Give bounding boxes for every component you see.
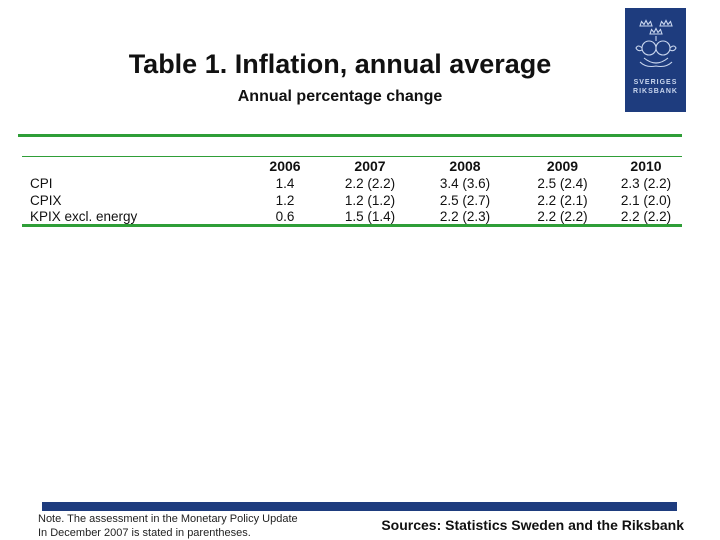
table-row-cpi: CPI 1.4 2.2 (2.2) 3.4 (3.6) 2.5 (2.4) 2.…: [22, 175, 682, 192]
top-divider-rule: [18, 134, 682, 137]
col-header-2006: 2006: [269, 157, 301, 174]
cell-kpix-2009: 2.2 (2.2): [537, 208, 588, 224]
title-block: Table 1. Inflation, annual average Annua…: [0, 48, 680, 106]
logo-wordmark: SVERIGES RIKSBANK: [633, 78, 678, 96]
table-header-row: 2006 2007 2008 2009 2010: [22, 157, 682, 175]
cell-cpi-2009: 2.5 (2.4): [537, 175, 588, 191]
cell-cpix-2007: 1.2 (1.2): [344, 192, 396, 208]
col-header-2009: 2009: [546, 157, 579, 174]
logo-line-1: SVERIGES: [633, 79, 678, 86]
col-header-2007: 2007: [354, 157, 386, 174]
page-subtitle: Annual percentage change: [237, 88, 443, 105]
cell-cpix-2010: 2.1 (2.0): [620, 192, 672, 208]
footer-note: Note. The assessment in the Monetary Pol…: [38, 512, 358, 540]
row-label-cpix: CPIX: [30, 192, 62, 208]
inflation-table: 2006 2007 2008 2009 2010 CPI 1.4 2.2 (2.…: [22, 156, 682, 227]
cell-kpix-2010: 2.2 (2.2): [620, 208, 672, 224]
footer-note-line-1: Note. The assessment in the Monetary Pol…: [38, 513, 298, 525]
table-row-kpix: KPIX excl. energy 0.6 1.5 (1.4) 2.2 (2.3…: [22, 209, 682, 226]
logo-line-2: RIKSBANK: [633, 88, 678, 95]
sources-label: Sources: Statistics Sweden and the Riksb…: [381, 517, 684, 533]
cell-cpix-2006: 1.2: [275, 192, 295, 208]
cell-cpi-2010: 2.3 (2.2): [620, 175, 672, 191]
cell-cpi-2006: 1.4: [275, 175, 295, 191]
col-header-blank: [22, 157, 245, 175]
inflation-table-wrap: 2006 2007 2008 2009 2010 CPI 1.4 2.2 (2.…: [22, 156, 682, 227]
footer-note-line-2: In December 2007 is stated in parenthese…: [38, 527, 251, 539]
col-header-2008: 2008: [449, 157, 481, 174]
page-title: Table 1. Inflation, annual average: [128, 49, 552, 79]
riksbank-crest-icon: [634, 19, 677, 68]
col-header-2010: 2010: [630, 157, 662, 174]
cell-kpix-2007: 1.5 (1.4): [344, 208, 396, 224]
cell-cpi-2007: 2.2 (2.2): [344, 175, 396, 191]
cell-cpix-2008: 2.5 (2.7): [439, 192, 491, 208]
table-row-cpix: CPIX 1.2 1.2 (1.2) 2.5 (2.7) 2.2 (2.1) 2…: [22, 192, 682, 209]
cell-cpi-2008: 3.4 (3.6): [439, 175, 491, 191]
riksbank-logo: SVERIGES RIKSBANK: [625, 8, 686, 112]
row-label-cpi: CPI: [30, 175, 53, 191]
cell-cpix-2009: 2.2 (2.1): [537, 192, 588, 208]
cell-kpix-2008: 2.2 (2.3): [439, 208, 491, 224]
footer-divider-bar: [42, 502, 677, 511]
row-label-kpix: KPIX excl. energy: [30, 208, 138, 224]
cell-kpix-2006: 0.6: [275, 208, 295, 224]
